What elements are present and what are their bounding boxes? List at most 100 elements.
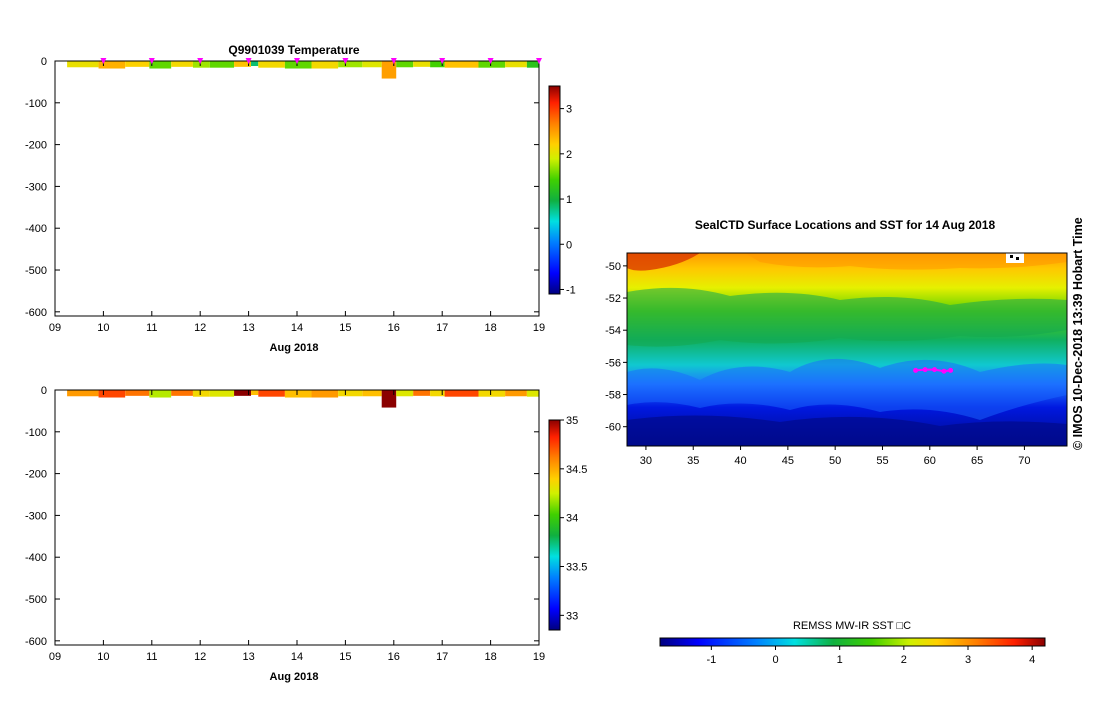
p1-profile-bar xyxy=(338,61,363,68)
p2-profile-bar xyxy=(125,390,150,396)
p2-profile-bar xyxy=(258,390,285,397)
p1-surface-marker xyxy=(294,58,300,64)
p1-xtick-label: 10 xyxy=(97,322,109,334)
map-ytick-label: -50 xyxy=(605,261,621,273)
map-xtick-label: 70 xyxy=(1018,455,1030,467)
sst-warm-patch-west xyxy=(627,253,700,271)
sst-cold-water xyxy=(627,415,1067,446)
p1-surface-marker xyxy=(245,58,252,64)
p2-xtick-label: 17 xyxy=(436,651,448,663)
p2-xtick-label: 12 xyxy=(194,651,206,663)
p1-profile-bar xyxy=(234,61,252,67)
p2-profile-bar xyxy=(505,390,527,397)
p2-profile-bar xyxy=(284,390,312,398)
p1-xtick-label: 09 xyxy=(49,322,61,334)
p1-profile-bar xyxy=(413,61,431,67)
p1-surface-marker xyxy=(197,58,204,64)
p1-xtick-label: 11 xyxy=(146,322,157,334)
map-ytick-label: -52 xyxy=(605,293,621,305)
p2-profile-bar xyxy=(396,390,414,397)
credit-text: © IMOS 10-Dec-2018 13:39 Hobart Time xyxy=(1071,217,1085,450)
p1-xtick-label: 17 xyxy=(436,322,448,334)
p2-profile-bar xyxy=(338,390,363,397)
p1-profile-bar xyxy=(209,61,235,68)
p1-cb-tick-label: 1 xyxy=(566,194,572,206)
p2-cb-tick-label: 33 xyxy=(566,610,578,622)
p2-cb-tick-label: 35 xyxy=(566,415,578,427)
p1-xtick-label: 19 xyxy=(533,322,545,334)
p1-surface-marker xyxy=(148,58,155,64)
p1-profile-bar xyxy=(192,61,210,68)
p1-surface-marker xyxy=(487,58,494,64)
p1-profile-bar xyxy=(362,61,382,68)
temperature-panel: Q9901039 Temperature 09 10 11 12 13 14 15 16 17 1… xyxy=(25,43,576,354)
p1-xtick-label: 13 xyxy=(242,322,254,334)
p2-xtick-label: 15 xyxy=(339,651,351,663)
p1-profile-bar xyxy=(125,61,150,67)
salinity-panel: 09 10 11 12 13 14 15 16 17 18 19 0 -100 -200 -300 -400 -… xyxy=(25,385,587,683)
p1-surface-marker xyxy=(439,58,446,64)
sealctd-location-point xyxy=(941,368,947,374)
p1-xtick-label: 12 xyxy=(194,322,206,334)
sealctd-location-point xyxy=(913,367,919,373)
p2-xtick-label: 18 xyxy=(484,651,496,663)
p1-profile-bar xyxy=(505,61,527,68)
p2-profile-bar xyxy=(209,390,235,397)
p2-xtick-label: 09 xyxy=(49,651,61,663)
p1-cb-tick-label: 3 xyxy=(566,104,572,116)
p1-ytick-label: -600 xyxy=(25,307,47,319)
p2-cb-tick-label: 34.5 xyxy=(566,464,587,476)
map-xtick-label: 50 xyxy=(829,455,841,467)
sst-warm-band xyxy=(745,253,1067,270)
p2-xtick-label: 11 xyxy=(146,651,157,663)
temperature-colorbar xyxy=(548,85,561,295)
sealctd-locations xyxy=(913,367,954,374)
sealctd-location-point xyxy=(932,367,938,373)
sst-cb-tick-label: 0 xyxy=(772,654,778,666)
p2-profile-bar xyxy=(192,390,210,397)
p1-surface-marker xyxy=(390,58,397,64)
sst-colorbar xyxy=(659,637,1046,647)
p2-profile-bar xyxy=(67,390,99,397)
sst-blue-front xyxy=(627,358,1067,420)
p1-profile-bar xyxy=(396,61,414,68)
p2-xtick-label: 14 xyxy=(291,651,303,663)
p1-cb-tick-label: 0 xyxy=(566,239,572,251)
p1-cb-tick-label: 2 xyxy=(566,149,572,161)
map-ytick-label: -54 xyxy=(605,325,621,337)
p1-profile-bar xyxy=(258,61,285,68)
temperature-plot-frame xyxy=(54,60,540,317)
p2-profile-bar xyxy=(149,390,172,398)
sealctd-location-point xyxy=(922,367,928,373)
p2-xtick-label: 10 xyxy=(97,651,109,663)
map-title: SealCTD Surface Locations and SST for 14… xyxy=(695,218,996,232)
salinity-plot-frame xyxy=(54,389,540,646)
p2-profile-bar xyxy=(478,390,506,397)
p2-xtick-label: 19 xyxy=(533,651,545,663)
map-ice-speckle xyxy=(1010,255,1013,258)
salinity-colorbar-ticks: 33 33.5 34 34.5 35 xyxy=(560,415,587,622)
p2-ytick-label: -300 xyxy=(25,510,47,522)
p1-ytick-label: -100 xyxy=(25,98,47,110)
sst-map-panel: SealCTD Surface Locations and SST for 14… xyxy=(605,217,1085,666)
p2-ytick-label: -200 xyxy=(25,469,47,481)
p1-profile-bar xyxy=(171,61,193,67)
p2-profile-bar xyxy=(311,390,339,398)
map-ytick-label: -60 xyxy=(605,422,621,434)
salinity-xlabel: Aug 2018 xyxy=(270,671,319,683)
map-xtick-label: 60 xyxy=(924,455,936,467)
map-ytick-label: -56 xyxy=(605,357,621,369)
p1-surface-marker xyxy=(100,58,107,64)
sst-cb-tick-label: 3 xyxy=(965,654,971,666)
p1-xtick-label: 15 xyxy=(339,322,351,334)
p1-surface-marker xyxy=(536,58,542,64)
sst-colorbar-label: REMSS MW-IR SST □C xyxy=(793,620,911,632)
p2-ytick-label: -400 xyxy=(25,552,47,564)
sst-field xyxy=(627,253,1067,446)
p2-xtick-label: 13 xyxy=(242,651,254,663)
p1-ytick-label: 0 xyxy=(41,56,47,68)
p2-profile-bar xyxy=(362,390,382,397)
p2-ytick-label: -600 xyxy=(25,636,47,648)
p1-ytick-label: -200 xyxy=(25,140,47,152)
